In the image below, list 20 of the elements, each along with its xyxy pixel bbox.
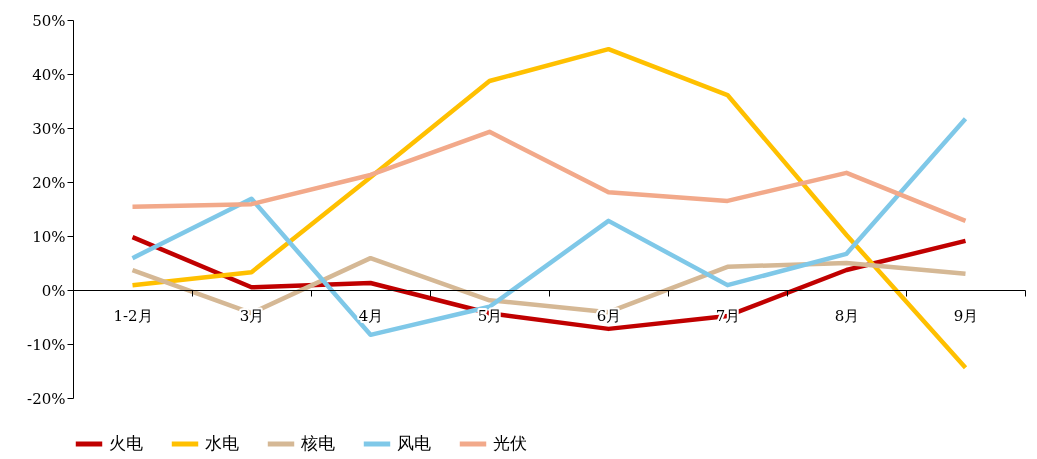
y-tick-label: 30%	[32, 119, 66, 138]
legend-label: 水电	[205, 433, 239, 453]
y-tick-label: 50%	[32, 11, 66, 30]
x-tick-label: 6月	[596, 306, 622, 325]
x-tick-label: 1-2月	[113, 306, 153, 325]
x-tick-label: 9月	[953, 306, 979, 325]
x-tick-label: 8月	[834, 306, 860, 325]
y-tick-label: -10%	[27, 335, 66, 354]
y-tick-label: 10%	[32, 227, 66, 246]
line-series	[130, 129, 968, 224]
y-tick-label: 0%	[41, 281, 66, 300]
legend-label: 光伏	[493, 433, 527, 453]
y-tick-label: 20%	[32, 173, 66, 192]
x-tick-label: 4月	[358, 306, 384, 325]
legend-label: 风电	[397, 433, 431, 453]
y-tick-label: 40%	[32, 65, 66, 84]
x-tick-label: 3月	[239, 306, 265, 325]
y-tick-label: -20%	[27, 389, 66, 408]
legend-label: 核电	[300, 433, 335, 453]
legend-label: 火电	[109, 433, 143, 453]
